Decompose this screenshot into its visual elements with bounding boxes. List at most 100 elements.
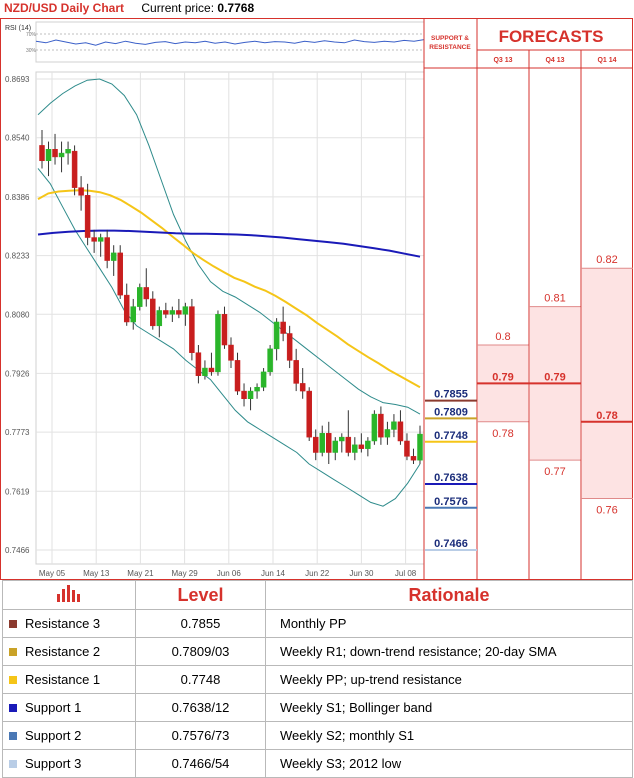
candle-body (84, 195, 91, 238)
candle-body (378, 413, 384, 438)
level-color-swatch (9, 731, 17, 740)
candle-body (247, 390, 254, 400)
rsi-line (35, 39, 425, 46)
level-name: Support 3 (25, 756, 82, 771)
level-name-cell: Resistance 1 (2, 665, 136, 694)
forecast-low-label: 0.76 (596, 505, 617, 517)
candle-body (234, 360, 241, 392)
table-header-row: Level Rationale (2, 580, 633, 610)
y-tick-label: 0.7773 (5, 428, 30, 437)
y-tick-label: 0.8080 (5, 310, 30, 319)
candle-body (110, 252, 117, 261)
level-color-swatch (9, 619, 17, 628)
level-rationale-cell: Weekly S1; Bollinger band (265, 693, 633, 722)
current-price-label: Current price: (141, 1, 215, 15)
candle-body (39, 145, 45, 162)
candle-body (267, 348, 273, 373)
level-value-cell: 0.7855 (135, 609, 266, 638)
level-marker-label: 0.7638 (434, 472, 468, 484)
candle-body (312, 436, 319, 453)
candle-body (254, 386, 260, 392)
candle-body (143, 287, 150, 300)
level-value-cell: 0.7576/73 (135, 721, 266, 750)
candle-body (123, 294, 130, 323)
table-row: Resistance 3 0.7855 Monthly PP (2, 609, 633, 638)
candle-body (65, 148, 71, 154)
candle-body (404, 440, 410, 457)
candle-body (150, 298, 156, 327)
forecast-mid-label: 0.79 (492, 371, 513, 383)
candle-body (365, 440, 371, 449)
level-name: Support 2 (25, 728, 82, 743)
candle-body (306, 390, 312, 438)
level-marker-label: 0.7748 (434, 430, 468, 442)
bollinger-lower-line (37, 168, 421, 507)
table-row: Support 1 0.7638/12 Weekly S1; Bollinger b… (2, 693, 633, 722)
current-price-value: 0.7768 (217, 1, 255, 15)
bollinger-upper-line (37, 78, 421, 415)
x-tick-label: May 21 (127, 569, 154, 578)
level-marker-label: 0.7576 (434, 496, 468, 508)
candle-body (345, 436, 352, 453)
rationale-column-header: Rationale (265, 580, 633, 610)
forecasts-title: FORECASTS (499, 27, 604, 46)
forecast-high-label: 0.8 (495, 331, 510, 343)
candle-body (91, 237, 97, 242)
y-tick-label: 0.7926 (5, 369, 30, 378)
candle-body (391, 421, 397, 430)
forecast-low-label: 0.77 (544, 466, 565, 478)
candle-body (58, 152, 65, 158)
x-tick-label: Jun 06 (217, 569, 242, 578)
candle-body (410, 456, 417, 461)
level-name: Support 1 (25, 700, 82, 715)
level-value-cell: 0.7748 (135, 665, 266, 694)
candle-body (221, 314, 228, 346)
level-rationale-cell: Weekly S3; 2012 low (265, 749, 633, 778)
level-color-swatch (9, 759, 17, 768)
y-tick-label: 0.8693 (5, 75, 30, 84)
level-color-swatch (9, 675, 17, 684)
candle-body (352, 444, 358, 453)
level-rationale-cell: Monthly PP (265, 609, 633, 638)
table-row: Resistance 2 0.7809/03 Weekly R1; down-tre… (2, 637, 633, 666)
candle-body (137, 287, 143, 307)
sr-header-line1: SUPPORT & (431, 35, 469, 42)
candle-body (169, 310, 176, 315)
x-tick-label: May 29 (171, 569, 198, 578)
level-marker-label: 0.7466 (434, 538, 468, 550)
levels-table: Level Rationale Resistance 3 0.7855 Monthl… (2, 580, 633, 778)
rsi-upper-label: 70% (26, 32, 37, 38)
level-name-cell: Support 3 (2, 749, 136, 778)
plot-area (35, 71, 425, 565)
x-tick-label: Jun 14 (261, 569, 286, 578)
x-tick-label: May 05 (39, 569, 66, 578)
candle-body (384, 429, 391, 438)
candle-body (397, 421, 404, 442)
candle-body (130, 306, 136, 323)
candle-body (195, 352, 202, 376)
table-row: Resistance 1 0.7748 Weekly PP; up-trend re… (2, 665, 633, 694)
candle-body (280, 321, 286, 334)
level-color-swatch (9, 647, 17, 656)
level-marker-label: 0.7855 (434, 389, 468, 401)
candle-body (45, 148, 52, 162)
candle-body (260, 371, 267, 388)
candle-body (286, 333, 293, 361)
level-name: Resistance 2 (25, 644, 101, 659)
candle-body (182, 306, 189, 315)
forecast-column-label: Q3 13 (493, 57, 512, 64)
candle-body (52, 148, 58, 158)
candle-body (117, 252, 123, 296)
level-value-cell: 0.7809/03 (135, 637, 266, 666)
level-rationale-cell: Weekly S2; monthly S1 (265, 721, 633, 750)
sma-slow-line (37, 229, 421, 258)
candle-body (156, 310, 163, 327)
table-row: Support 2 0.7576/73 Weekly S2; monthly S1 (2, 721, 633, 750)
candle-body (163, 310, 169, 315)
candle-body (339, 436, 345, 442)
x-tick-label: Jun 22 (305, 569, 330, 578)
x-tick-label: Jul 08 (395, 569, 417, 578)
candle-body (326, 433, 332, 453)
y-tick-label: 0.8233 (5, 252, 30, 261)
candle-body (299, 383, 306, 392)
